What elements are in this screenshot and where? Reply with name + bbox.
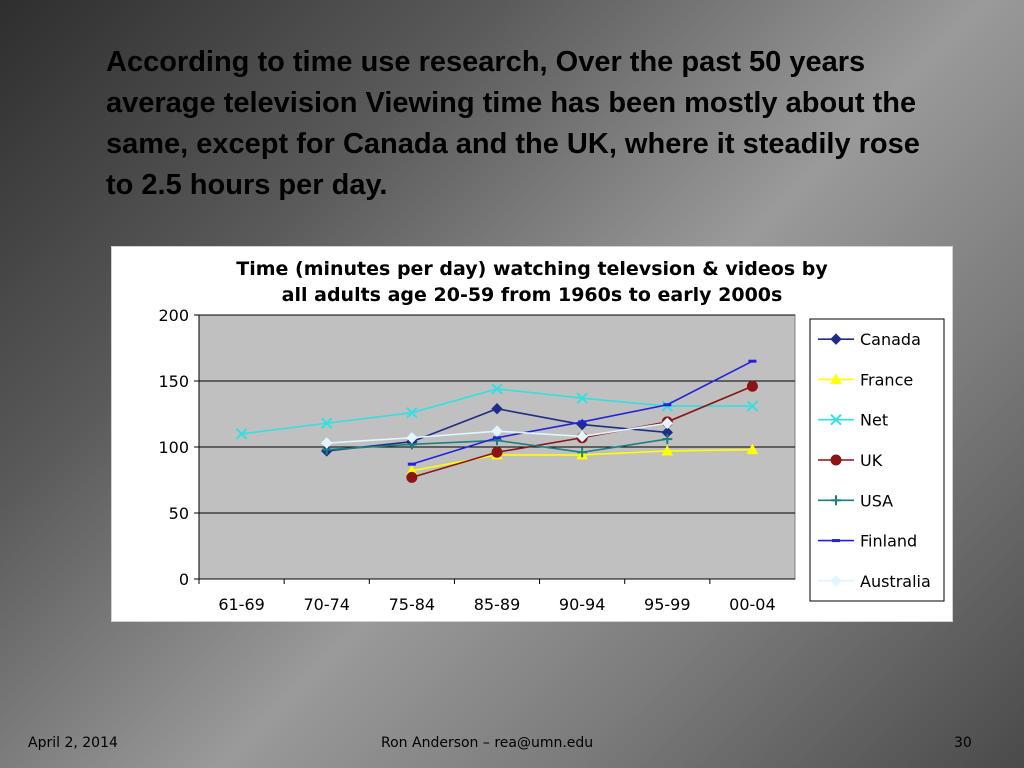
data-point-australia: [406, 432, 418, 444]
data-point-finland: [663, 403, 672, 407]
legend-marker-net: [830, 414, 842, 426]
y-tick-label: 200: [158, 306, 189, 325]
data-point-finland: [578, 420, 587, 424]
data-point-finland: [748, 359, 757, 363]
data-point-uk: [406, 471, 418, 483]
line-chart: Time (minutes per day) watching televsio…: [111, 246, 953, 622]
data-point-net: [406, 406, 418, 419]
legend-label-net: Net: [860, 411, 888, 430]
legend-label-france: France: [860, 370, 913, 389]
data-point-net: [576, 392, 588, 404]
x-tick-label: 85-89: [474, 595, 521, 614]
data-point-canada: [491, 403, 503, 415]
chart-canvas: Time (minutes per day) watching televsio…: [158, 258, 945, 614]
x-tick-label: 90-94: [559, 595, 606, 614]
data-point-finland: [407, 462, 416, 466]
x-tick-label: 95-99: [644, 595, 691, 614]
data-point-france: [661, 444, 674, 456]
legend-marker-usa: [831, 495, 841, 506]
chart-title: Time (minutes per day) watching televsio…: [236, 258, 828, 306]
data-point-finland: [493, 436, 501, 440]
data-point-australia: [661, 417, 673, 429]
y-tick-label: 150: [158, 372, 189, 391]
data-point-france: [746, 443, 759, 455]
x-tick-label: 61-69: [218, 595, 264, 614]
legend-label-finland: Finland: [860, 532, 917, 551]
legend-label-uk: UK: [860, 451, 883, 470]
data-point-uk: [491, 446, 503, 458]
chart-title-line: all adults age 20-59 from 1960s to early…: [282, 284, 783, 306]
x-tick-label: 00-04: [729, 595, 776, 614]
chart-title-line: Time (minutes per day) watching televsio…: [236, 258, 828, 280]
y-tick-label: 50: [169, 504, 189, 523]
plot-area: 0 50 100 150 200 61-69 70-74 75-84 85-89 90-94 95-…: [158, 306, 796, 614]
data-point-australia: [321, 437, 333, 449]
data-point-usa: [577, 447, 588, 458]
data-point-net: [491, 383, 503, 395]
legend-label-usa: USA: [860, 491, 893, 510]
legend-marker-canada: [830, 333, 842, 345]
legend-label-australia: Australia: [860, 572, 931, 591]
data-point-usa: [662, 434, 673, 445]
data-point-net: [746, 400, 759, 412]
slide-heading: According to time use research, Over the…: [106, 46, 920, 201]
data-point-australia: [576, 430, 588, 443]
footer-author: Ron Anderson – rea@umn.edu: [381, 735, 594, 751]
legend-label-canada: Canada: [860, 330, 921, 349]
legend-marker-uk: [830, 454, 842, 466]
footer-page-number: 30: [954, 735, 972, 751]
data-point-net: [235, 428, 248, 440]
legend-marker-france: [830, 373, 842, 384]
legend-marker-australia: [830, 575, 842, 587]
data-point-australia: [491, 425, 503, 437]
chart-legend: Canada France Net UK USA Finland Australia: [809, 318, 945, 602]
y-tick-label: 0: [179, 570, 189, 589]
y-tick-label: 100: [158, 438, 189, 457]
data-point-net: [321, 417, 333, 429]
x-tick-label: 75-84: [389, 595, 436, 614]
footer-date: April 2, 2014: [28, 735, 118, 751]
legend-marker-finland: [832, 539, 840, 543]
data-point-uk: [746, 380, 758, 392]
x-tick-label: 70-74: [303, 595, 350, 614]
